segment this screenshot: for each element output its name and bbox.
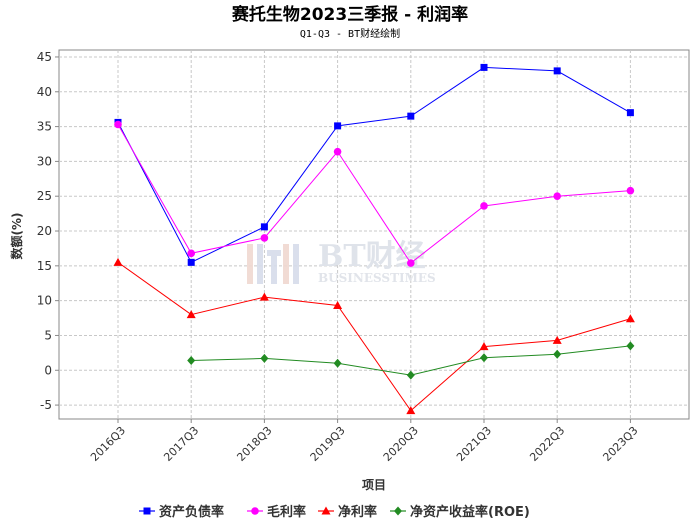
series-line [117, 66, 631, 264]
legend-item: 净利率 [318, 504, 377, 520]
data-point [333, 147, 342, 156]
data-point [260, 353, 269, 363]
data-point [553, 67, 561, 75]
x-axis-label: 项目 [362, 478, 386, 492]
y-tick-label: 0 [44, 363, 52, 377]
legend-label: 毛利率 [267, 504, 306, 520]
chart-subtitle: Q1-Q3 - BT财经绘制 [300, 27, 400, 40]
data-point [480, 353, 488, 363]
series-line [117, 124, 631, 264]
plot-area [58, 49, 690, 420]
data-point [114, 120, 122, 129]
series-2 [113, 257, 635, 415]
data-point [479, 342, 489, 351]
data-point [480, 63, 488, 71]
chart-title: 赛托生物2023三季报 - 利润率 [231, 4, 468, 25]
x-tick-label: 2022Q3 [527, 424, 567, 464]
x-tick-label: 2019Q3 [308, 424, 348, 464]
y-tick-label: 35 [37, 120, 52, 134]
data-point [407, 259, 415, 267]
y-tick-label: -5 [40, 398, 52, 412]
data-point [625, 314, 635, 323]
series-line [117, 261, 631, 412]
watermark-sub: BUSINESSTIMES [318, 271, 436, 285]
legend-item: 净资产收益率(ROE) [390, 504, 530, 520]
data-point [407, 112, 415, 120]
data-point [260, 223, 268, 231]
data-point [187, 356, 196, 366]
data-point [480, 202, 488, 210]
data-point [333, 358, 342, 368]
data-point [187, 249, 195, 258]
data-point [626, 341, 635, 351]
y-tick-label: 20 [37, 224, 52, 238]
legend-marker [143, 507, 151, 515]
x-tick-label: 2016Q3 [88, 424, 128, 464]
data-point [406, 406, 416, 415]
series-1 [114, 120, 635, 267]
x-tick-label: 2023Q3 [600, 424, 640, 464]
legend-marker [321, 506, 331, 515]
y-tick-label: 10 [37, 294, 52, 308]
x-tick-label: 2018Q3 [234, 424, 274, 464]
x-axis-ticks: 2016Q3 2017Q3 2018Q3 2019Q3 2020Q3 2021Q3 2022… [88, 419, 641, 464]
legend-label: 净资产收益率(ROE) [410, 504, 530, 520]
data-point [334, 122, 342, 130]
y-tick-label: 25 [37, 189, 52, 203]
x-tick-label: 2021Q3 [454, 424, 494, 464]
legend-label: 净利率 [338, 504, 377, 520]
data-point [553, 192, 561, 201]
x-tick-label: 2020Q3 [381, 424, 421, 464]
legend-marker [394, 506, 402, 516]
legend-item: 毛利率 [247, 504, 306, 520]
watermark: BT财经 BUSINESSTIMES [247, 239, 436, 285]
legend-item: 资产负债率 [139, 504, 224, 520]
data-point [259, 292, 269, 301]
y-tick-label: 15 [37, 259, 52, 273]
data-point [260, 234, 269, 242]
y-tick-label: 5 [44, 328, 52, 342]
y-axis-ticks: -5 0 5 10 15 20 25 30 35 40 45 [37, 50, 59, 412]
data-point [553, 349, 562, 359]
data-point [187, 258, 195, 266]
legend: 资产负债率 毛利率 净利率 净资产收益率(ROE) [139, 504, 530, 520]
watermark-logo-icon [247, 244, 299, 284]
data-point [113, 257, 123, 266]
y-tick-label: 30 [37, 154, 52, 168]
series-layer [113, 63, 635, 415]
data-point [626, 186, 635, 195]
data-point [552, 335, 562, 344]
data-point [186, 310, 196, 319]
series-3 [187, 341, 635, 380]
y-tick-label: 45 [37, 50, 52, 64]
data-point [406, 370, 415, 380]
y-axis-label: 数额(%) [9, 213, 24, 260]
legend-marker [251, 507, 259, 515]
x-tick-label: 2017Q3 [161, 424, 201, 464]
data-point [333, 301, 343, 310]
y-tick-label: 40 [37, 85, 52, 99]
watermark-main: BT财经 [318, 239, 426, 274]
data-point [626, 109, 634, 117]
legend-label: 资产负债率 [159, 504, 224, 520]
